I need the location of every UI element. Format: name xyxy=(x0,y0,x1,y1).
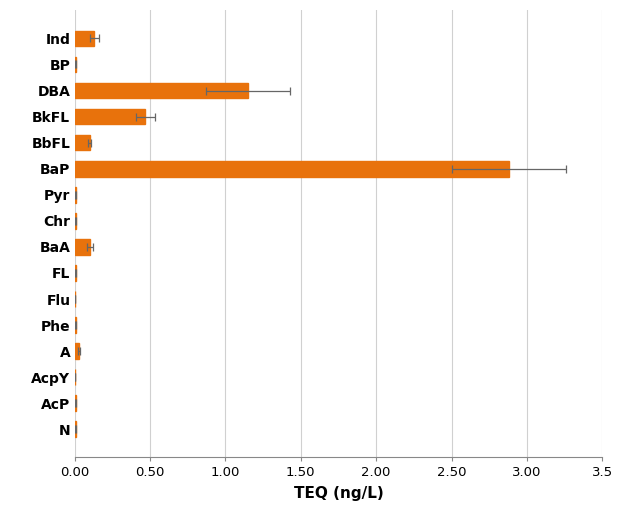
Bar xyxy=(75,213,76,229)
Bar xyxy=(75,265,76,281)
X-axis label: TEQ (ng/L): TEQ (ng/L) xyxy=(294,486,383,502)
Bar xyxy=(75,187,76,203)
Bar xyxy=(75,31,94,46)
Bar xyxy=(75,239,89,255)
Bar xyxy=(75,57,76,72)
Bar xyxy=(75,421,76,437)
Bar xyxy=(75,83,248,98)
Bar xyxy=(75,109,145,124)
Bar xyxy=(75,395,76,411)
Bar xyxy=(75,317,76,333)
Bar xyxy=(75,161,509,176)
Bar xyxy=(75,343,79,359)
Bar xyxy=(75,135,89,151)
